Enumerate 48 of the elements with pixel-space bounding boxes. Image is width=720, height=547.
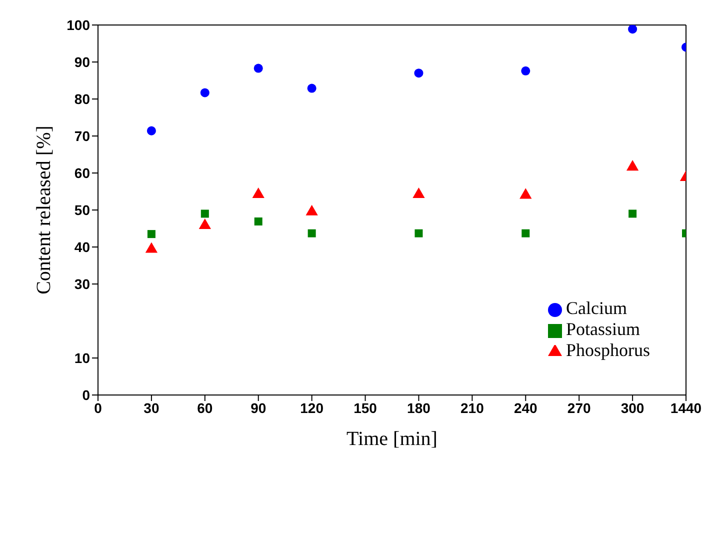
x-tick-label: 150 — [354, 400, 378, 416]
point — [626, 160, 639, 171]
legend-label: Potassium — [566, 319, 640, 339]
x-tick-label: 60 — [197, 400, 213, 416]
point — [200, 88, 210, 98]
x-tick-label: 90 — [250, 400, 266, 416]
x-tick-label: 1440 — [670, 400, 702, 416]
point — [254, 64, 263, 73]
y-tick-label: 40 — [74, 238, 90, 255]
legend-label: Phosphorus — [566, 340, 650, 360]
point — [414, 229, 423, 238]
y-axis-title: Content released [%] — [33, 126, 56, 294]
y-tick-label: 80 — [74, 90, 90, 107]
y-tick-label: 50 — [74, 202, 90, 218]
point — [521, 66, 530, 76]
point — [412, 187, 425, 198]
y-tick-label: 60 — [74, 164, 90, 181]
x-tick-label: 240 — [514, 400, 538, 416]
point — [307, 84, 316, 93]
point — [198, 218, 211, 230]
x-tick-label: 270 — [567, 400, 591, 416]
point — [200, 210, 209, 218]
x-tick-label: 0 — [94, 400, 102, 416]
y-tick-label: 30 — [74, 276, 90, 292]
y-tick-label: 70 — [74, 128, 90, 144]
point — [414, 68, 424, 78]
point — [254, 217, 262, 226]
x-tick-label: 210 — [460, 400, 484, 416]
x-tick-label: 180 — [407, 400, 431, 416]
y-tick-label: 10 — [74, 350, 90, 366]
y-tick-label: 90 — [74, 54, 90, 70]
x-tick-label: 120 — [300, 400, 324, 416]
x-axis-title: Time [min] — [346, 428, 438, 450]
x-tick-label: 30 — [144, 400, 160, 416]
point — [147, 230, 156, 238]
point — [145, 242, 158, 253]
point — [628, 210, 637, 218]
point — [522, 229, 530, 238]
point — [306, 204, 318, 216]
point — [308, 229, 316, 238]
point — [520, 188, 532, 199]
legend-label: Calcium — [566, 298, 627, 318]
x-tick-label: 300 — [620, 400, 644, 416]
point — [628, 25, 638, 34]
point — [146, 126, 156, 136]
y-tick-label: 100 — [66, 16, 90, 33]
point — [252, 187, 264, 198]
y-tick-label: 0 — [82, 386, 90, 403]
